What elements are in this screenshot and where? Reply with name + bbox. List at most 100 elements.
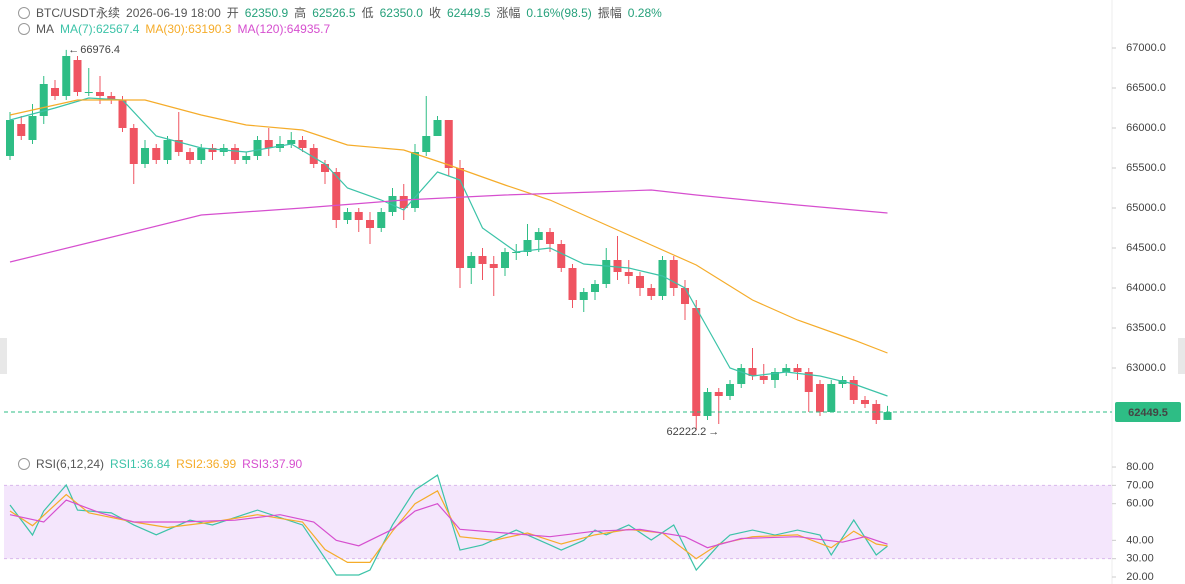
legend-entry: MA(7):62567.4	[60, 22, 140, 36]
candle-body	[73, 60, 82, 92]
candle-body	[433, 120, 442, 136]
header-value: 62350.9	[244, 5, 289, 20]
candle-body	[298, 140, 307, 148]
line	[9, 99, 888, 354]
header-key: 低	[361, 6, 374, 20]
right-tab[interactable]	[1178, 338, 1185, 374]
candle-body	[186, 152, 194, 160]
header-key: 开	[226, 6, 239, 20]
y-tick-label: 40.00	[1126, 534, 1154, 546]
legend-entry: MA(120):64935.7	[237, 22, 331, 36]
collapse-icon[interactable]	[18, 6, 30, 19]
candle-body	[62, 56, 71, 96]
y-tick-label: 70.00	[1126, 479, 1154, 491]
candle-body	[703, 392, 712, 416]
candle-body	[264, 140, 273, 148]
rsi-legend: RSI(6,12,24) RSI1:36.84 RSI2:36.99 RSI3:37…	[18, 457, 302, 471]
max-label: 66976.4	[80, 44, 120, 56]
candle-body	[253, 140, 262, 156]
candle-body	[726, 384, 734, 396]
candle-body	[838, 380, 847, 384]
header: BTC/USDT永续 2026-06-19 18:00 开 62350.9 高 625…	[18, 4, 662, 21]
header-value: 0.16%(98.5)	[526, 5, 592, 20]
candle-body	[658, 260, 667, 296]
left-tab[interactable]	[0, 338, 7, 374]
candle-body	[242, 156, 251, 160]
y-tick-label: 66000.0	[1126, 122, 1166, 134]
candle-body	[39, 84, 48, 116]
candle-body	[714, 392, 723, 396]
ma-legend: MA MA(7):62567.4 MA(30):63190.3 MA(120):64…	[18, 22, 330, 36]
legend-entry: RSI3:37.90	[242, 457, 303, 471]
header-value: 62449.5	[447, 5, 491, 20]
candle-body	[568, 268, 577, 300]
candle-body	[624, 272, 633, 276]
last-price-label: 62449.5	[1128, 407, 1168, 419]
candle-body	[861, 400, 869, 404]
candle-body	[636, 276, 644, 288]
candle-body	[377, 212, 386, 228]
candle-body	[129, 128, 138, 164]
line	[9, 499, 888, 549]
candle-body	[793, 368, 802, 372]
candle-body	[883, 412, 892, 420]
candle-body	[456, 168, 464, 268]
candle-body	[17, 124, 26, 136]
candle-body	[613, 260, 622, 272]
candle-body	[51, 88, 59, 96]
candle-body	[782, 368, 791, 372]
header-key: 涨幅	[496, 6, 521, 20]
y-tick-label: 66500.0	[1126, 82, 1166, 94]
candle-body	[163, 140, 172, 160]
candle-body	[591, 284, 599, 292]
candle-body	[96, 92, 104, 96]
indicator-name: RSI(6,12,24)	[36, 457, 105, 471]
candle-body	[309, 148, 318, 164]
legend-entry: RSI1:36.84	[110, 457, 171, 471]
candle-body	[231, 148, 239, 160]
y-tick-label: 67000.0	[1126, 42, 1166, 54]
candle-body	[804, 372, 813, 392]
candle-body	[546, 232, 554, 244]
candle-body	[84, 92, 93, 93]
candle-body	[422, 136, 431, 152]
candle-body	[501, 252, 509, 268]
y-tick-label: 63000.0	[1126, 362, 1166, 374]
line	[9, 474, 888, 576]
y-tick-label: 63500.0	[1126, 322, 1166, 334]
line	[9, 490, 888, 563]
min-arrow: →	[708, 426, 719, 438]
y-tick-label: 30.00	[1126, 553, 1154, 565]
candle-body	[28, 116, 37, 140]
collapse-icon[interactable]	[18, 458, 30, 470]
candle-body	[489, 264, 498, 268]
y-tick-label: 80.00	[1126, 461, 1154, 473]
candle-body	[849, 380, 858, 400]
collapse-icon[interactable]	[18, 23, 30, 35]
candle-body	[534, 232, 543, 240]
candle-body	[343, 212, 352, 220]
candle-body	[287, 140, 296, 144]
y-tick-label: 65000.0	[1126, 202, 1166, 214]
header-value: 0.28%	[627, 5, 662, 20]
candle-body	[523, 240, 532, 252]
last-price-box	[1115, 402, 1181, 423]
y-tick-label: 20.00	[1126, 571, 1154, 583]
candle-body	[444, 120, 453, 168]
candle-body	[579, 292, 588, 300]
candle-body	[647, 288, 656, 296]
candle-body	[681, 288, 689, 304]
y-tick-label: 65500.0	[1126, 162, 1166, 174]
candle-body	[557, 244, 566, 268]
symbol: BTC/USDT永续	[36, 6, 121, 20]
min-label: 62222.2	[666, 426, 706, 438]
legend-entry: MA(30):63190.3	[145, 22, 232, 36]
candle-body	[354, 212, 363, 220]
header-key: 振幅	[597, 6, 622, 20]
header-key: 收	[428, 6, 441, 20]
candle-body	[118, 100, 127, 128]
candle-body	[332, 172, 341, 220]
y-tick-label: 64000.0	[1126, 282, 1166, 294]
